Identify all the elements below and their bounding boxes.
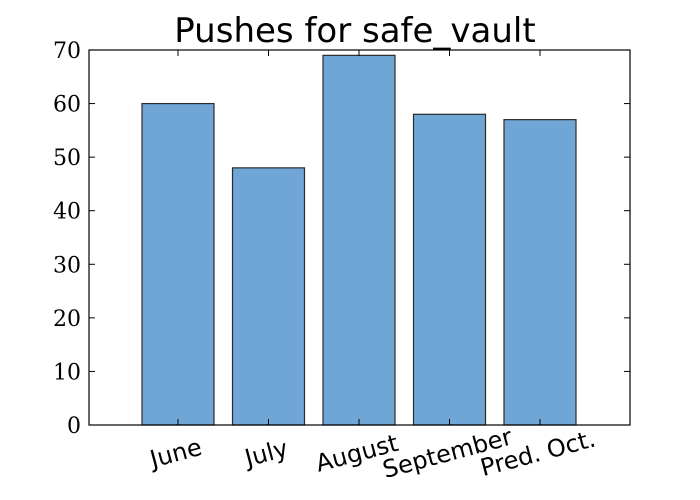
y-tick-label: 50 <box>53 146 81 171</box>
bar <box>503 119 577 426</box>
y-tick-label: 0 <box>67 414 81 439</box>
y-axis: 0 10 20 30 40 50 60 70 <box>53 39 630 439</box>
y-tick-label: 70 <box>53 39 81 64</box>
bars-group <box>141 54 577 426</box>
y-tick-label: 20 <box>53 307 81 332</box>
bar <box>231 167 306 426</box>
plot-frame <box>88 49 631 426</box>
x-tick-label: July <box>240 434 291 473</box>
y-tick-label: 40 <box>53 200 81 225</box>
bar <box>322 54 396 426</box>
y-tick-label: 30 <box>53 253 81 278</box>
y-tick-label: 10 <box>53 360 81 385</box>
chart-title: Pushes for safe_vault <box>174 11 535 51</box>
bar <box>141 102 215 426</box>
y-tick-label: 60 <box>53 93 81 118</box>
x-tick-label: June <box>145 433 205 474</box>
bar <box>412 113 487 426</box>
